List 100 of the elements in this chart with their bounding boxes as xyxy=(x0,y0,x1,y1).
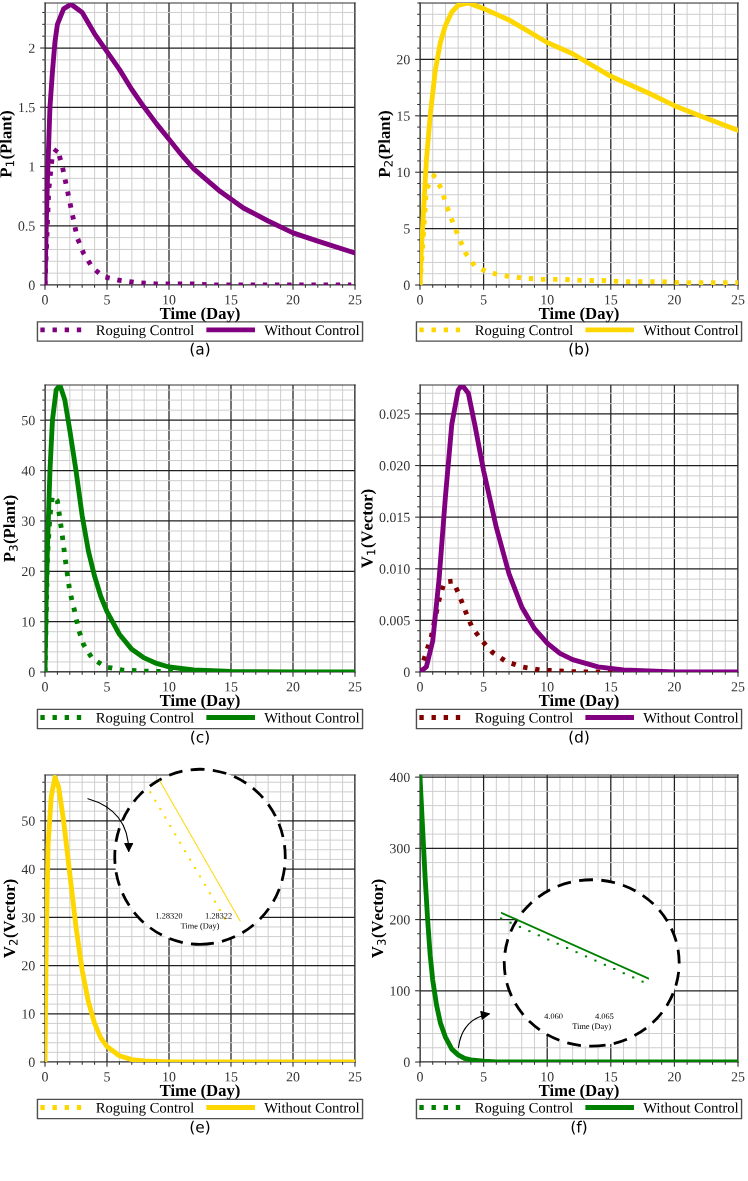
y-tick-label: 15 xyxy=(397,111,410,121)
x-tick-label: 20 xyxy=(668,682,681,692)
y-axis-title: P$_{1}$(Plant) xyxy=(0,111,15,178)
text: (c) xyxy=(191,730,209,745)
y-tick-label: 30 xyxy=(22,912,35,923)
x-tick-label: 0 xyxy=(417,295,423,305)
y-axis-title: P$_{3}$(Plant) xyxy=(3,495,19,562)
y-tick-label: 0 xyxy=(28,667,35,677)
y-tick-label: 5 xyxy=(404,224,410,234)
x-tick-label: 10 xyxy=(163,1072,176,1082)
x-tick-label: 5 xyxy=(104,295,110,305)
y-tick-label: 200 xyxy=(390,915,410,925)
x-tick-label: 25 xyxy=(348,295,362,305)
x-tick-label: 25 xyxy=(731,682,745,692)
x-tick-label: 5 xyxy=(480,1072,487,1082)
x-tick-label: 15 xyxy=(225,1072,238,1082)
legend-label: Roguing Control xyxy=(96,324,194,339)
x-tick-label: 15 xyxy=(605,682,618,692)
x-tick-label: 25 xyxy=(348,682,362,692)
x-tick-label: 0 xyxy=(42,1072,48,1082)
annotation: 1.28322 xyxy=(205,913,232,919)
x-tick-label: 10 xyxy=(541,1072,554,1082)
legend-label: Without Control xyxy=(264,1102,360,1113)
y-axis-title: V$_{2}$(Vector) xyxy=(3,879,19,958)
x-tick-label: 5 xyxy=(104,682,110,692)
y-tick-label: 2 xyxy=(28,43,35,53)
annotation: 1.28320 xyxy=(156,913,183,919)
y-tick-label: 0 xyxy=(28,1057,35,1067)
y-tick-label: 0 xyxy=(28,280,35,290)
x-tick-label: 25 xyxy=(348,1072,362,1082)
x-tick-label: 10 xyxy=(163,295,176,305)
y-tick-label: 0.005 xyxy=(379,615,410,626)
annotation: 4.065 xyxy=(595,1013,614,1020)
legend-label: Without Control xyxy=(643,1102,739,1113)
x-tick-label: 20 xyxy=(286,295,300,305)
x-tick-label: 25 xyxy=(731,295,745,305)
y-tick-label: 1 xyxy=(29,162,35,172)
legend-label: Without Control xyxy=(264,324,360,336)
x-tick-label: 20 xyxy=(668,295,681,305)
text: (f) xyxy=(571,1120,587,1135)
x-tick-label: 10 xyxy=(541,295,554,305)
x-axis-title: Time (Day) xyxy=(159,694,240,710)
y-tick-label: 0.010 xyxy=(379,564,410,574)
y-tick-label: 40 xyxy=(21,864,35,875)
y-tick-label: 0 xyxy=(403,1057,410,1067)
x-tick-label: 15 xyxy=(605,1072,618,1082)
y-tick-label: 10 xyxy=(22,1009,35,1019)
legend-label: Roguing Control xyxy=(475,324,573,339)
legend-label: Without Control xyxy=(643,324,739,336)
annotation: Time (Day) xyxy=(572,1023,611,1031)
text: (e) xyxy=(190,1120,210,1135)
x-tick-label: 5 xyxy=(480,682,487,692)
text: (a) xyxy=(190,342,210,357)
x-tick-label: 5 xyxy=(480,295,487,305)
y-tick-label: 0.5 xyxy=(18,221,35,231)
x-tick-label: 0 xyxy=(42,682,48,692)
y-tick-label: 40 xyxy=(21,466,35,476)
y-tick-label: 20 xyxy=(22,961,35,971)
y-tick-label: 50 xyxy=(22,816,35,826)
legend-label: Roguing Control xyxy=(96,1102,194,1116)
y-tick-label: 400 xyxy=(389,772,410,783)
x-tick-label: 25 xyxy=(731,1072,745,1082)
y-tick-label: 0 xyxy=(403,280,410,290)
x-tick-label: 15 xyxy=(225,682,238,692)
x-axis-title: Time (Day) xyxy=(538,307,619,323)
y-tick-label: 50 xyxy=(22,415,35,426)
x-tick-label: 20 xyxy=(286,1072,300,1082)
y-tick-label: 10 xyxy=(397,167,410,178)
annotation: Time (Day) xyxy=(180,922,220,931)
legend-label: Without Control xyxy=(264,712,360,723)
y-tick-label: 0 xyxy=(403,667,410,677)
x-tick-label: 20 xyxy=(286,682,300,692)
text: (b) xyxy=(569,342,589,357)
x-axis-title: Time (Day) xyxy=(538,694,619,710)
x-tick-label: 0 xyxy=(417,1072,423,1082)
x-axis-title: Time (Day) xyxy=(538,1084,619,1100)
y-tick-label: 0.015 xyxy=(379,512,410,523)
y-axis-title: P$_{2}$(Plant) xyxy=(378,111,394,178)
x-tick-label: 10 xyxy=(163,682,176,692)
y-axis-title: V$_{3}$(Vector) xyxy=(371,879,387,958)
text: (d) xyxy=(569,730,589,745)
x-tick-label: 20 xyxy=(668,1072,681,1082)
x-axis-title: Time (Day) xyxy=(159,1084,240,1100)
x-tick-label: 0 xyxy=(417,682,423,692)
annotation: 4.060 xyxy=(544,1013,563,1020)
y-tick-label: 1.5 xyxy=(19,102,35,113)
y-axis-title: V$_{1}$(Vector) xyxy=(360,489,377,568)
y-tick-label: 20 xyxy=(397,54,410,65)
x-tick-label: 15 xyxy=(225,295,238,305)
y-tick-label: 0.020 xyxy=(379,461,410,471)
y-tick-label: 10 xyxy=(22,617,35,627)
legend-label: Roguing Control xyxy=(475,712,573,726)
x-tick-label: 0 xyxy=(42,295,48,305)
y-tick-label: 300 xyxy=(390,843,410,854)
legend-label: Without Control xyxy=(643,712,739,723)
y-tick-label: 20 xyxy=(22,566,35,577)
y-tick-label: 30 xyxy=(22,516,35,526)
legend-label: Roguing Control xyxy=(475,1102,573,1116)
x-tick-label: 15 xyxy=(605,295,618,305)
x-tick-label: 5 xyxy=(104,1072,110,1082)
